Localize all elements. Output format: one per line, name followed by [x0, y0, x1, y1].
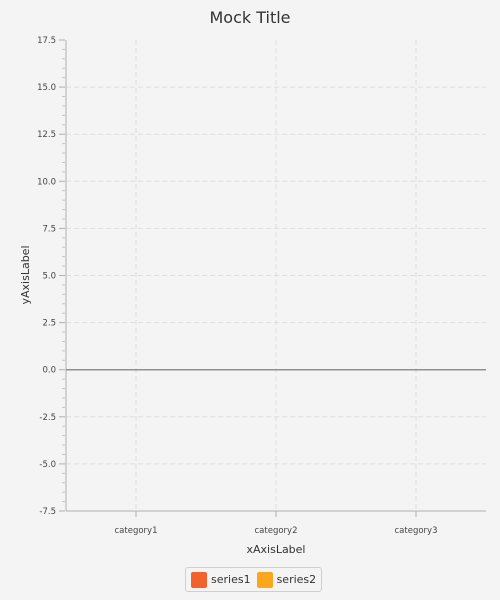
chart-title: Mock Title: [209, 8, 290, 27]
y-tick-label: 17.5: [37, 36, 56, 46]
y-tick-label: 7.5: [42, 224, 56, 234]
legend-swatch-series2: [256, 571, 273, 588]
axes: -7.5 -5.0 -2.5 0.0 2.5 5.0 7.5 10.0 12.5 15.0 17.5…: [37, 36, 486, 536]
legend-item-series1: series1: [191, 571, 251, 588]
y-tick-label: 5.0: [42, 272, 56, 282]
x-tick-label: category3: [395, 526, 438, 536]
legend: series1 series2: [185, 567, 323, 592]
legend-label-series2: series2: [276, 573, 317, 586]
y-tick-label: -7.5: [39, 507, 56, 517]
legend-label-series1: series1: [211, 573, 251, 586]
y-tick-label: 15.0: [37, 83, 56, 93]
y-tick-label: 2.5: [42, 319, 56, 329]
legend-swatch-series1: [191, 571, 207, 588]
y-tick-label: -5.0: [39, 460, 56, 470]
y-axis-title: yAxisLabel: [19, 245, 32, 304]
y-tick-label: -2.5: [39, 413, 56, 423]
grid: [66, 40, 486, 511]
x-tick-label: category1: [115, 526, 158, 536]
x-axis-title: xAxisLabel: [246, 543, 305, 556]
y-tick-label: 10.0: [37, 177, 56, 187]
y-tick-label: 0.0: [42, 366, 56, 376]
legend-item-series2: series2: [256, 571, 317, 588]
x-tick-label: category2: [255, 526, 298, 536]
y-tick-label: 12.5: [37, 130, 56, 140]
